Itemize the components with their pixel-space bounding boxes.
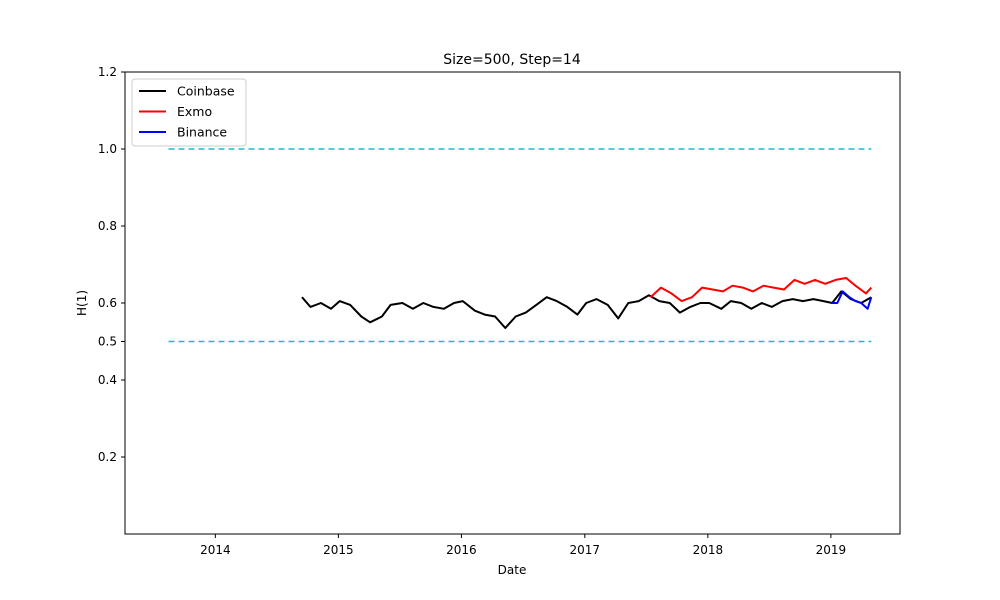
- y-axis: 0.2 0.4 0.5 0.6 0.8 1.0 1.2: [98, 65, 125, 464]
- legend-label-coinbase: Coinbase: [177, 84, 235, 99]
- y-tick-label: 1.2: [98, 65, 117, 79]
- chart-title: Size=500, Step=14: [443, 52, 581, 68]
- series-line-exmo: [649, 277, 873, 303]
- series-line-coinbase: [301, 290, 872, 329]
- x-tick-label: 2019: [816, 543, 847, 557]
- y-tick-label: 0.5: [98, 335, 117, 349]
- legend: Coinbase Exmo Binance: [131, 78, 247, 147]
- y-tick-label: 0.4: [98, 373, 117, 387]
- legend-label-exmo: Exmo: [177, 104, 212, 119]
- y-axis-label: H(1): [75, 290, 89, 316]
- y-tick-label: 1.0: [98, 142, 117, 156]
- x-axis: 2014 2015 2016 2017 2018 2019: [200, 534, 846, 557]
- y-tick-label: 0.6: [98, 296, 117, 310]
- x-tick-label: 2014: [200, 543, 231, 557]
- series-lines: [301, 277, 873, 329]
- legend-label-binance: Binance: [177, 125, 227, 140]
- x-tick-label: 2015: [323, 543, 354, 557]
- x-tick-label: 2017: [570, 543, 601, 557]
- y-tick-label: 0.2: [98, 450, 117, 464]
- x-axis-label: Date: [498, 563, 527, 577]
- x-tick-label: 2018: [693, 543, 724, 557]
- x-tick-label: 2016: [446, 543, 477, 557]
- reference-lines: [168, 148, 872, 343]
- series-line-binance: [830, 290, 873, 310]
- y-tick-label: 0.8: [98, 219, 117, 233]
- legend-box: [131, 78, 247, 147]
